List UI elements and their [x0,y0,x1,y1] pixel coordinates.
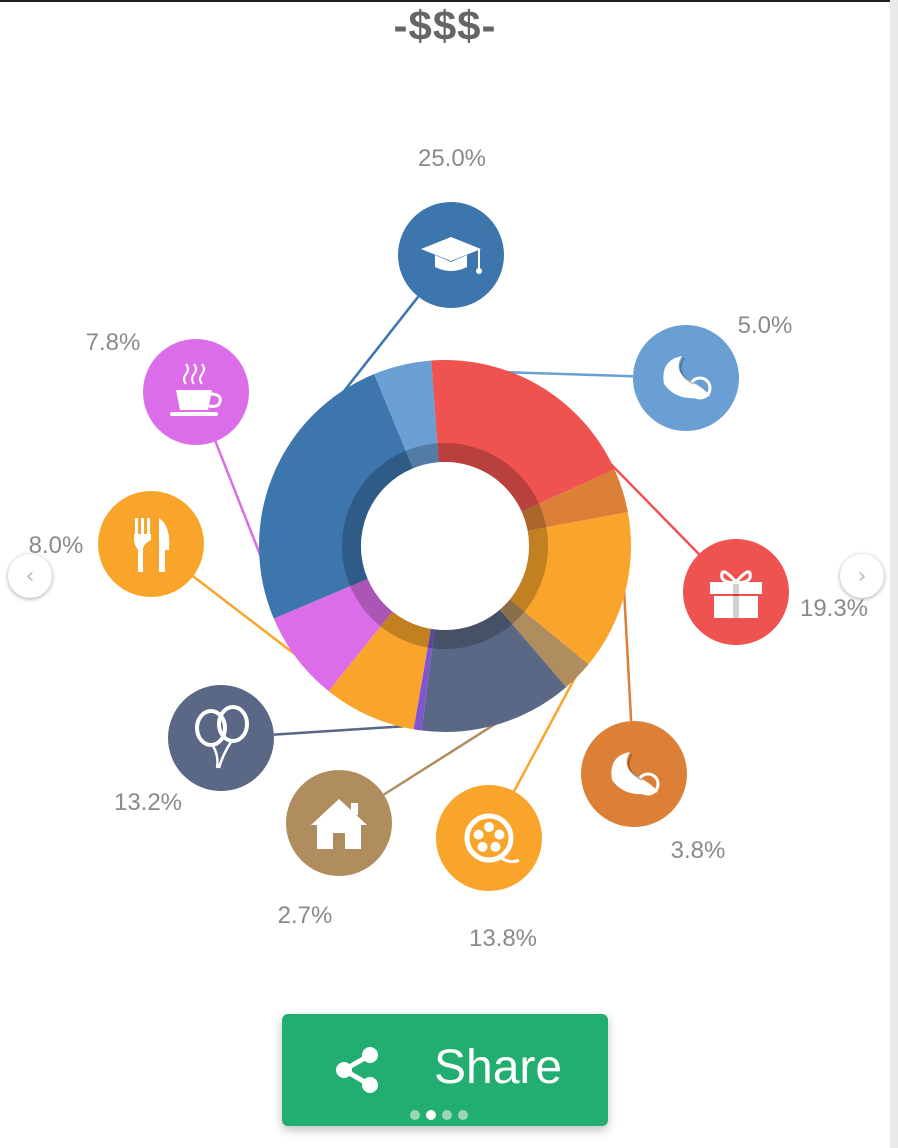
carousel-dot[interactable] [458,1110,468,1120]
donut-chart: 25.0%5.0%19.3%3.8%13.8%2.7%13.2%8.0%7.8% [29,145,868,952]
balloons-badge[interactable] [168,685,274,791]
percent-labels: 25.0%5.0%19.3%3.8%13.8%2.7%13.2%8.0%7.8% [29,145,868,952]
scroll-edge [890,0,898,1148]
croissant-badge[interactable] [581,721,687,827]
donut-slice[interactable] [499,599,589,688]
top-border [0,0,898,2]
percent-label: 3.8% [671,837,726,864]
carousel-next-button[interactable]: › [840,554,884,598]
croissant-icon [611,752,660,796]
fork-knife-icon [134,518,170,572]
graduation-cap-badge[interactable] [398,202,504,308]
percent-label: 13.2% [114,789,182,816]
coffee-cup-icon [170,363,222,416]
donut-hole [361,462,529,630]
donut-slice[interactable] [521,469,628,531]
percent-label: 2.7% [278,902,333,929]
carousel-dots [410,1110,468,1120]
share-label: Share [434,1041,563,1094]
donut-slice[interactable] [421,609,567,732]
badge-circle [436,785,542,891]
percent-label: 7.8% [86,329,141,356]
house-badge[interactable] [286,770,392,876]
share-icon [336,1047,378,1093]
donut-slice[interactable] [259,373,414,619]
coffee-cup-badge[interactable] [143,339,249,445]
badge-circle [633,325,739,431]
donut-slice[interactable] [273,578,393,692]
house-icon [311,799,367,849]
gift-badge[interactable] [683,539,789,645]
carousel-dot[interactable] [410,1110,420,1120]
page-title: -$$$- [393,2,497,49]
balloons-icon [195,705,249,769]
croissant-icon [663,356,712,400]
film-reel-badge[interactable] [436,785,542,891]
gift-icon [710,570,762,618]
badge-circle [581,721,687,827]
graduation-cap-icon [421,237,482,274]
percent-label: 13.8% [469,925,537,952]
donut-slice[interactable] [431,360,615,512]
carousel-dot[interactable] [442,1110,452,1120]
chevron-right-icon: › [857,563,867,589]
carousel-dot-active[interactable] [426,1110,436,1120]
croissant-badge[interactable] [633,325,739,431]
badge-circle [98,491,204,597]
donut-slice[interactable] [413,628,435,731]
percent-label: 5.0% [738,312,793,339]
percent-label: 19.3% [800,595,868,622]
carousel-prev-button[interactable]: ‹ [8,554,52,598]
fork-knife-badge[interactable] [98,491,204,597]
percent-label: 25.0% [418,145,486,172]
donut-ring [259,360,631,732]
donut-slice[interactable] [509,512,631,665]
film-reel-icon [464,813,520,864]
chevron-left-icon: ‹ [25,563,35,589]
icon-badges [98,202,789,891]
donut-slice[interactable] [374,360,439,469]
donut-slice[interactable] [328,611,431,730]
